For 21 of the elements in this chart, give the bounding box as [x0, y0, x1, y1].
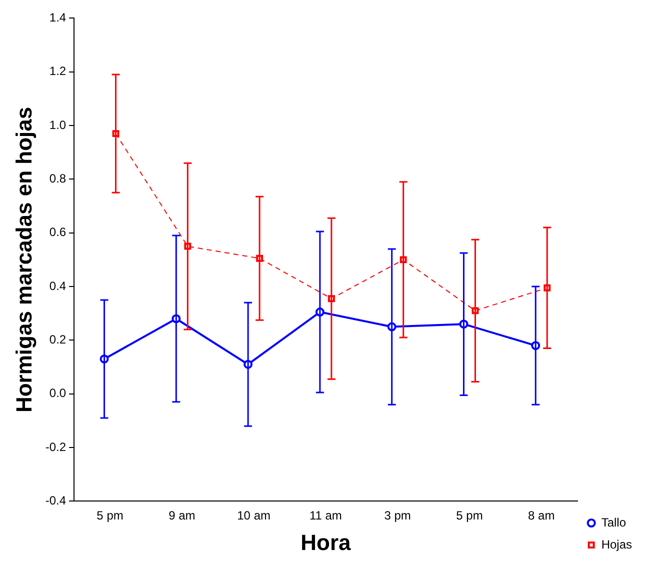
y-tick-label: 1.2	[49, 64, 66, 78]
y-tick-label: 1.4	[49, 10, 66, 25]
x-tick-label: 3 pm	[384, 508, 411, 523]
x-tick-label: 5 pm	[96, 508, 124, 523]
y-tick-label: 1.0	[49, 118, 66, 132]
y-tick-label: 0.2	[49, 332, 66, 347]
x-tick-label: 8 am	[528, 508, 555, 523]
y-tick-label: 0.8	[49, 172, 66, 186]
y-tick-label: 0.0	[49, 386, 66, 400]
x-tick-label: 10 am	[237, 508, 270, 523]
legend-label: Tallo	[601, 515, 626, 530]
y-tick-label: -0.2	[45, 440, 66, 454]
y-tick-label: 0.4	[49, 278, 66, 293]
x-axis-title: Hora	[300, 530, 352, 555]
x-tick-label: 5 pm	[456, 508, 483, 523]
legend-label: Hojas	[601, 537, 632, 552]
y-tick-label: 0.6	[49, 225, 66, 240]
x-tick-label: 9 am	[168, 508, 196, 523]
y-tick-label: -0.4	[45, 494, 66, 508]
x-tick-label: 11 am	[309, 508, 342, 523]
y-axis-title: Hormigas marcadas en hojas	[11, 106, 36, 413]
